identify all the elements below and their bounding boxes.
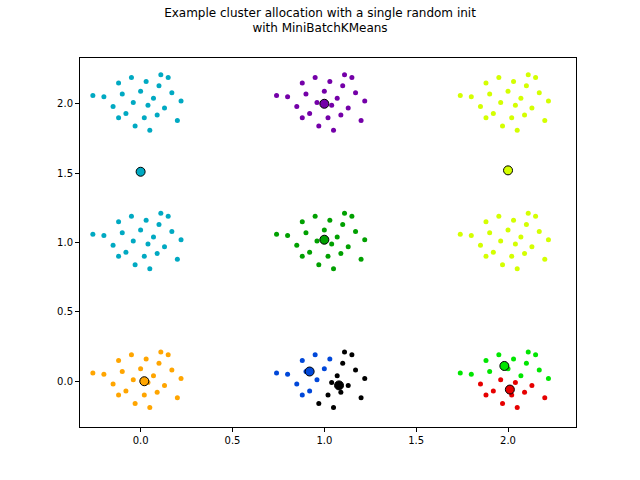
- svg-text:2.0: 2.0: [57, 98, 73, 109]
- svg-text:2.0: 2.0: [500, 435, 516, 446]
- svg-text:0.0: 0.0: [57, 376, 73, 387]
- svg-text:1.0: 1.0: [57, 237, 73, 248]
- svg-text:0.5: 0.5: [225, 435, 241, 446]
- svg-text:1.5: 1.5: [57, 168, 73, 179]
- svg-text:0.0: 0.0: [133, 435, 149, 446]
- svg-text:1.0: 1.0: [316, 435, 332, 446]
- svg-text:Example cluster allocation wit: Example cluster allocation with a single…: [164, 6, 476, 36]
- svg-text:1.5: 1.5: [408, 435, 424, 446]
- svg-text:0.5: 0.5: [57, 306, 73, 317]
